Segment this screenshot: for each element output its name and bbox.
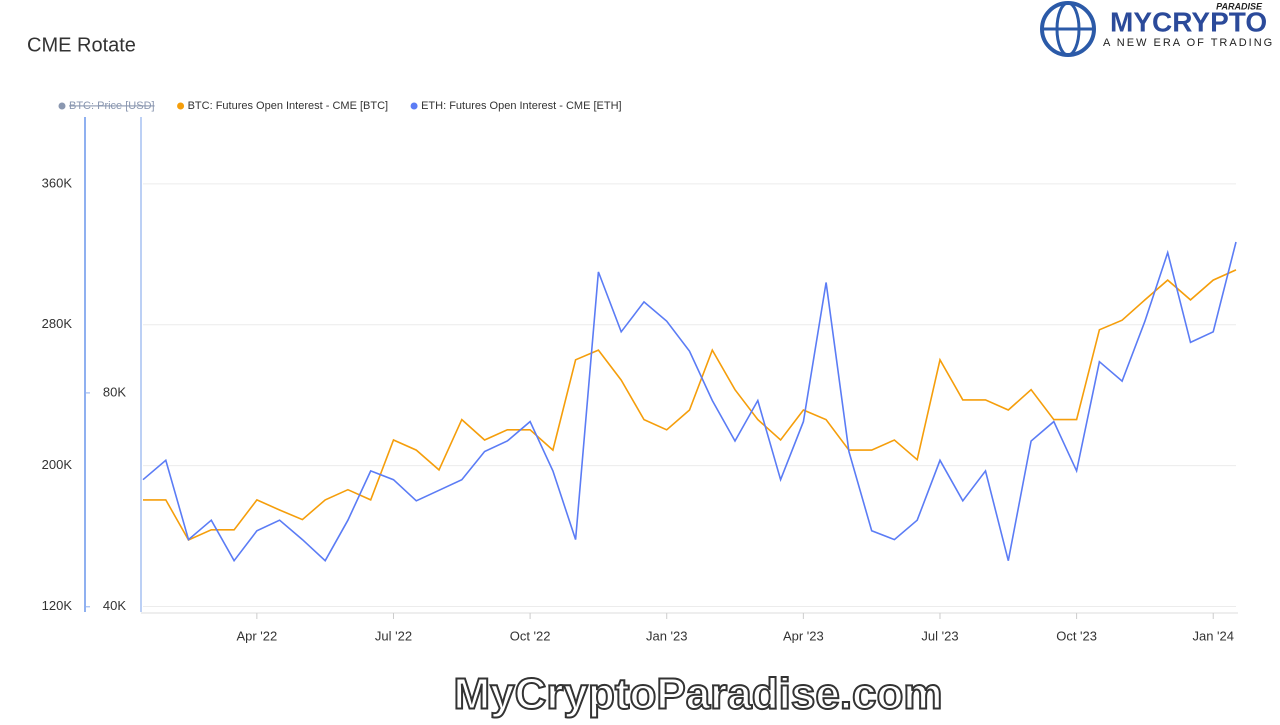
chart-title: CME Rotate xyxy=(27,34,136,56)
legend-marker xyxy=(177,102,185,110)
logo-sub: PARADISE xyxy=(1216,1,1263,11)
y2-tick-label: 80K xyxy=(103,384,126,399)
x-tick-label: Oct '22 xyxy=(510,628,551,643)
legend-label: BTC: Price [USD] xyxy=(69,100,155,112)
x-tick-label: Oct '23 xyxy=(1056,628,1097,643)
y-tick-label: 200K xyxy=(42,457,73,472)
logo-brand: MYCRYPTO xyxy=(1110,6,1267,37)
y-tick-label: 280K xyxy=(42,316,73,331)
x-tick-label: Jul '23 xyxy=(921,628,958,643)
watermark: MyCryptoParadise.com xyxy=(453,670,942,719)
x-tick-label: Apr '22 xyxy=(236,628,277,643)
x-tick-label: Jan '23 xyxy=(646,628,688,643)
legend: BTC: Price [USD] BTC: Futures Open Intere… xyxy=(58,100,622,112)
y-tick-label: 120K xyxy=(42,598,73,613)
series-line xyxy=(142,241,1237,563)
legend-label: BTC: Futures Open Interest - CME [BTC] xyxy=(188,100,389,112)
legend-marker xyxy=(410,102,418,110)
x-tick-label: Jan '24 xyxy=(1192,628,1234,643)
logo-tagline: A NEW ERA OF TRADING xyxy=(1103,37,1274,49)
y2-tick-label: 40K xyxy=(103,598,126,613)
legend-marker xyxy=(58,102,66,110)
series-line xyxy=(143,269,1237,542)
legend-label: ETH: Futures Open Interest - CME [ETH] xyxy=(421,100,622,112)
x-tick-label: Jul '22 xyxy=(375,628,412,643)
logo: MYCRYPTO PARADISE A NEW ERA OF TRADING xyxy=(1040,1,1274,57)
y-tick-label: 360K xyxy=(42,175,73,190)
x-tick-label: Apr '23 xyxy=(783,628,824,643)
